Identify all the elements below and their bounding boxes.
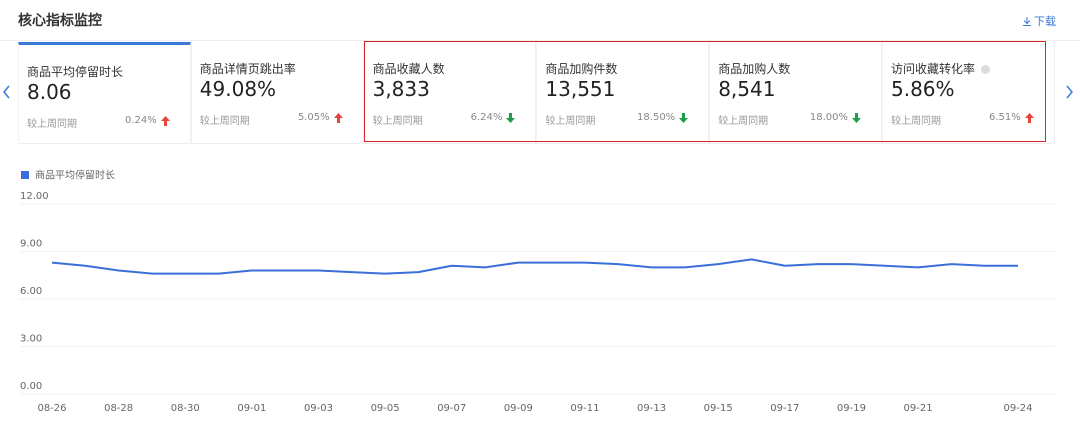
kpi-name: 商品加购件数 xyxy=(545,62,618,76)
kpi-compare: 较上周同期 xyxy=(199,116,250,127)
y-tick-label: 6.00 xyxy=(20,286,42,297)
kpi-card[interactable]: 商品平均停留时长 8.06 较上周同期 0.24% xyxy=(18,42,191,143)
kpi-compare: 较上周同期 xyxy=(718,116,769,127)
x-tick-label: 08-26 xyxy=(37,403,66,414)
trend-arrow-shape xyxy=(333,112,343,123)
kpi-value: 8,541 xyxy=(718,77,776,101)
kpi-name: 商品收藏人数 xyxy=(372,62,445,76)
trend-arrow xyxy=(1024,112,1034,123)
kpi-change: 0.24% xyxy=(125,115,170,126)
kpi-compare: 较上周同期 xyxy=(27,119,77,130)
kpi-value: 49.08% xyxy=(199,77,277,101)
x-tick-label: 09-01 xyxy=(237,403,266,414)
divider xyxy=(0,40,1080,41)
kpi-change: 5.05% xyxy=(298,112,343,123)
chart: 商品平均停留时长 0.00 3.00 6.00 9.00 12.00 08-26 08-28 0… xyxy=(20,169,1055,414)
trend-arrow xyxy=(333,112,343,123)
trend-arrow xyxy=(679,112,689,123)
y-tick-label: 3.00 xyxy=(20,334,42,345)
x-tick-label: 09-07 xyxy=(437,403,466,414)
trend-arrow xyxy=(506,112,516,123)
x-tick-label: 08-30 xyxy=(171,403,200,414)
kpi-card[interactable]: 商品收藏人数 3,833 较上周同期 6.24% xyxy=(363,42,537,143)
next-button[interactable] xyxy=(1062,80,1076,104)
x-tick-label: 09-21 xyxy=(904,403,933,414)
x-tick-label: 09-09 xyxy=(504,403,533,414)
x-tick-label: 09-24 xyxy=(1003,403,1032,414)
section-title: 核心指标监控 xyxy=(18,13,102,29)
trend-arrow-shape xyxy=(851,112,861,123)
kpi-change-value: 6.51% xyxy=(989,112,1021,123)
legend-swatch xyxy=(21,171,29,179)
legend-label: 商品平均停留时长 xyxy=(35,169,115,182)
kpi-change-value: 18.50% xyxy=(637,112,676,123)
kpi-name: 商品详情页跳出率 xyxy=(199,62,296,76)
kpi-compare: 较上周同期 xyxy=(372,116,423,127)
kpi-compare: 较上周同期 xyxy=(890,116,941,127)
kpi-value: 13,551 xyxy=(545,77,616,101)
trend-arrow-shape xyxy=(506,112,516,123)
download-label: 下载 xyxy=(1034,15,1056,28)
x-tick-label: 09-17 xyxy=(770,403,799,414)
x-tick-label: 09-03 xyxy=(304,403,333,414)
x-tick-label: 09-11 xyxy=(570,403,599,414)
kpi-card[interactable]: 访问收藏转化率 5.86% 较上周同期 6.51% xyxy=(881,42,1055,143)
kpi-name: 商品加购人数 xyxy=(718,62,791,76)
kpi-cards: 商品平均停留时长 8.06 较上周同期 0.24% 商品详情页跳出率 49.08% 较上周同… xyxy=(18,42,1055,144)
kpi-change: 18.00% xyxy=(810,112,861,123)
kpi-change: 18.50% xyxy=(637,112,689,123)
trend-arrow-shape xyxy=(160,115,170,126)
kpi-change-value: 6.24% xyxy=(470,112,503,123)
kpi-card[interactable]: 商品详情页跳出率 49.08% 较上周同期 5.05% xyxy=(190,42,364,143)
trend-arrow xyxy=(851,112,861,123)
y-tick-label: 12.00 xyxy=(20,191,49,202)
highlight-box xyxy=(364,41,1046,142)
y-tick-label: 9.00 xyxy=(20,239,42,250)
kpi-card[interactable]: 商品加购人数 8,541 较上周同期 18.00% xyxy=(709,42,882,143)
x-tick-label: 08-28 xyxy=(104,403,133,414)
trend-arrow-shape xyxy=(679,112,689,123)
prev-button[interactable] xyxy=(0,80,14,104)
x-tick-label: 09-13 xyxy=(637,403,666,414)
kpi-change-value: 0.24% xyxy=(125,115,157,126)
kpi-value: 3,833 xyxy=(372,77,430,101)
data-line xyxy=(51,258,1018,275)
kpi-value: 5.86% xyxy=(890,77,955,101)
trend-arrow xyxy=(160,115,170,126)
y-tick-label: 0.00 xyxy=(20,381,42,392)
trend-arrow-shape xyxy=(1024,112,1034,123)
kpi-value: 8.06 xyxy=(27,80,72,104)
kpi-name: 访问收藏转化率 xyxy=(891,60,990,77)
kpi-compare: 较上周同期 xyxy=(545,116,596,127)
kpi-name: 商品平均停留时长 xyxy=(27,65,124,79)
download-button[interactable]: 下载 xyxy=(1022,13,1056,29)
kpi-change-value: 5.05% xyxy=(297,112,330,123)
x-tick-label: 09-19 xyxy=(837,403,866,414)
download-icon xyxy=(1023,17,1031,26)
info-icon xyxy=(981,65,990,74)
kpi-change-value: 18.00% xyxy=(809,112,848,123)
kpi-card[interactable]: 商品加购件数 13,551 较上周同期 18.50% xyxy=(536,42,710,143)
kpi-change: 6.24% xyxy=(471,112,516,123)
x-tick-label: 09-05 xyxy=(371,403,400,414)
x-tick-label: 09-15 xyxy=(704,403,733,414)
kpi-change: 6.51% xyxy=(989,112,1034,123)
